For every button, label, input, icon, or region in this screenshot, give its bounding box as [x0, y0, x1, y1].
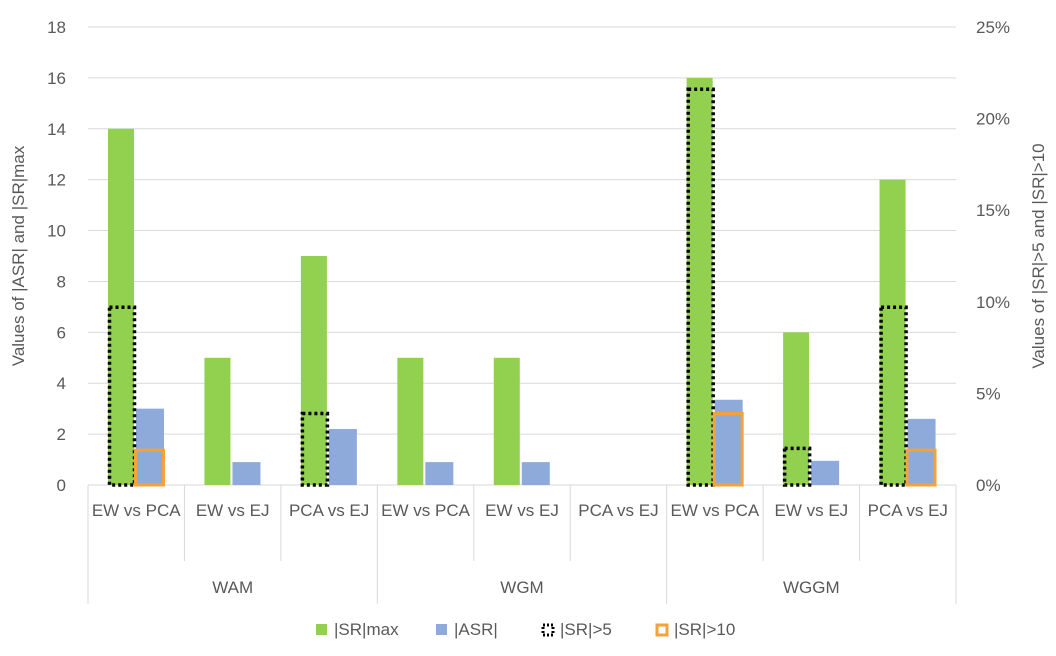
bar-asr [811, 460, 840, 485]
legend-label: |ASR| [454, 620, 498, 639]
bar-sr-max [783, 332, 810, 485]
bar-sr-gt-10 [905, 448, 937, 487]
bar-sr-gt-5 [879, 305, 908, 487]
bar-sr-gt-10 [712, 412, 744, 487]
category-label: EW vs PCA [670, 501, 759, 520]
y2-tick-label: 15% [976, 201, 1010, 220]
y-tick-label: 12 [47, 171, 66, 190]
y-tick-label: 6 [57, 323, 66, 342]
legend-label: |SR|>10 [674, 620, 735, 639]
bar-sr-gt-5 [300, 411, 330, 487]
category-label: EW vs EJ [196, 501, 270, 520]
bar-asr [425, 462, 454, 485]
bar-asr [136, 408, 164, 485]
legend-label: |SR|>5 [560, 620, 612, 639]
bar-sr-gt-5 [686, 87, 715, 487]
group-label: WAM [212, 578, 253, 597]
y2-tick-label: 5% [976, 384, 1001, 403]
bar-sr-max [879, 179, 906, 485]
legend-swatch [316, 624, 327, 635]
group-label: WGM [500, 578, 543, 597]
y2-tick-label: 20% [976, 110, 1010, 129]
bar-sr-gt-5 [107, 305, 137, 487]
bar-sr-max [493, 357, 520, 485]
y-tick-label: 16 [47, 69, 66, 88]
legend-swatch [655, 623, 669, 637]
bar-sr-max [204, 357, 231, 485]
bar-asr [328, 429, 357, 485]
category-label: PCA vs EJ [868, 501, 948, 520]
y2-tick-label: 10% [976, 293, 1010, 312]
legend-swatch [541, 623, 555, 637]
y-tick-label: 14 [47, 120, 66, 139]
category-label: EW vs EJ [774, 501, 848, 520]
category-label: EW vs PCA [381, 501, 470, 520]
y-tick-label: 18 [47, 18, 66, 37]
bar-asr [907, 418, 936, 485]
category-label: EW vs EJ [485, 501, 559, 520]
legend-swatch [436, 624, 447, 635]
bar-asr [521, 462, 550, 485]
legend-label: |SR|max [334, 620, 399, 639]
y-tick-label: 0 [57, 476, 66, 495]
bar-asr [232, 462, 261, 485]
category-label: PCA vs EJ [578, 501, 658, 520]
category-label: EW vs PCA [92, 501, 181, 520]
y2-tick-label: 25% [976, 18, 1010, 37]
y-tick-label: 8 [57, 272, 66, 291]
y2-axis-title: Values of |SR|>5 and |SR|>10 [1029, 143, 1048, 368]
y-tick-label: 4 [57, 374, 66, 393]
bar-sr-max [397, 357, 424, 485]
bar-sr-max [300, 256, 327, 485]
group-label: WGGM [783, 578, 840, 597]
y2-tick-label: 0% [976, 476, 1001, 495]
bar-sr-max [686, 77, 713, 485]
y-tick-label: 10 [47, 222, 66, 241]
category-label: PCA vs EJ [289, 501, 369, 520]
y-axis-title: Values of |ASR| and |SR|max [9, 145, 28, 366]
y-tick-label: 2 [57, 425, 66, 444]
bar-sr-gt-10 [134, 448, 165, 487]
bar-sr-gt-5 [782, 446, 812, 487]
